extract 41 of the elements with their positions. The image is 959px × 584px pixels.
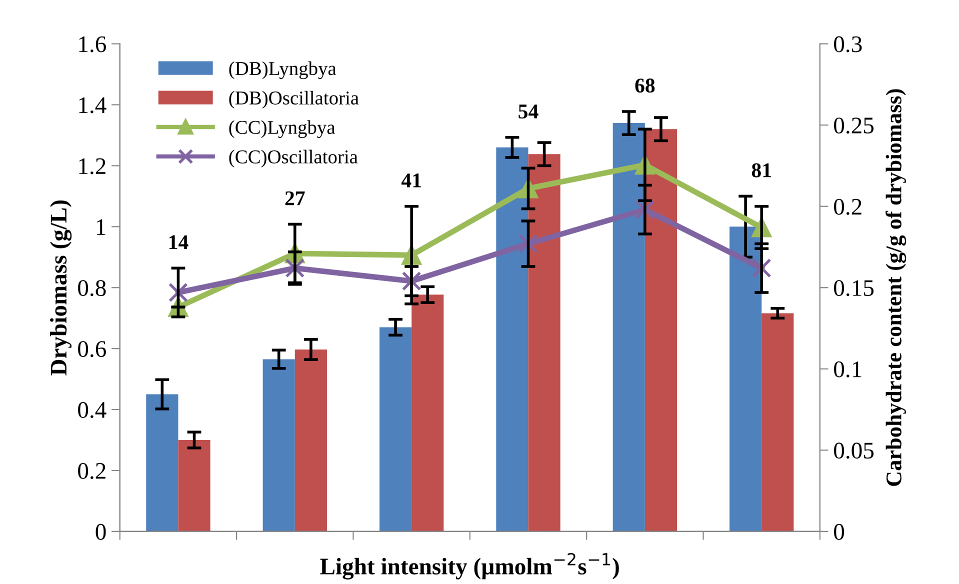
x-tick-label: 14 (169, 235, 188, 250)
y2-tick-label: 0.1 (834, 361, 862, 378)
bar (379, 327, 412, 532)
legend-label: (DB)Lyngbya (229, 61, 336, 80)
x-axis-title: Light intensity (µmolm$^{−2}$s$^{−1}$) (320, 552, 619, 580)
y2-tick-label: 0.05 (834, 442, 874, 459)
bar (262, 359, 295, 532)
y2-tick-label: 0.2 (834, 198, 862, 215)
y-tick-label: 1.2 (79, 158, 106, 174)
y-tick-label: 1.6 (79, 36, 106, 52)
y-tick-label: 0.8 (78, 280, 106, 296)
y-tick-label: 0.6 (78, 341, 106, 358)
x-tick-label: 54 (518, 104, 538, 119)
x-tick-label: 68 (635, 78, 655, 93)
y-tick-label: 0 (96, 524, 106, 540)
bar (644, 129, 678, 532)
bar (412, 294, 444, 532)
legend-label: (CC)Oscillatoria (229, 150, 358, 168)
x-tick-label: 41 (401, 174, 421, 188)
bar (528, 154, 560, 532)
y2-tick-label: 0.3 (834, 36, 862, 52)
legend-label: (DB)Oscillatoria (229, 90, 359, 109)
y2-tick-label: 0.25 (834, 118, 874, 134)
y2-tick-label: 0 (834, 524, 844, 540)
bar (612, 123, 645, 532)
bar (294, 349, 327, 532)
x-tick-label: 81 (752, 163, 771, 178)
bar (146, 394, 178, 532)
y-tick-label: 1.4 (79, 97, 106, 114)
y2-tick-label: 0.15 (834, 280, 874, 296)
bar (496, 147, 528, 532)
bar (762, 313, 794, 532)
bar (178, 440, 210, 532)
y-tick-label: 0.4 (78, 402, 106, 418)
y-tick-label: 0.2 (78, 462, 106, 480)
x-tick-label: 27 (285, 191, 305, 206)
legend-label: (CC)Lyngbya (229, 120, 336, 138)
y2-axis-title: Carbohydrate content (g/g of drybiomass) (886, 89, 906, 486)
bar (730, 226, 762, 532)
y-tick-label: 1 (96, 219, 106, 235)
y-axis-title: Drybiomass (g/L) (50, 200, 72, 376)
